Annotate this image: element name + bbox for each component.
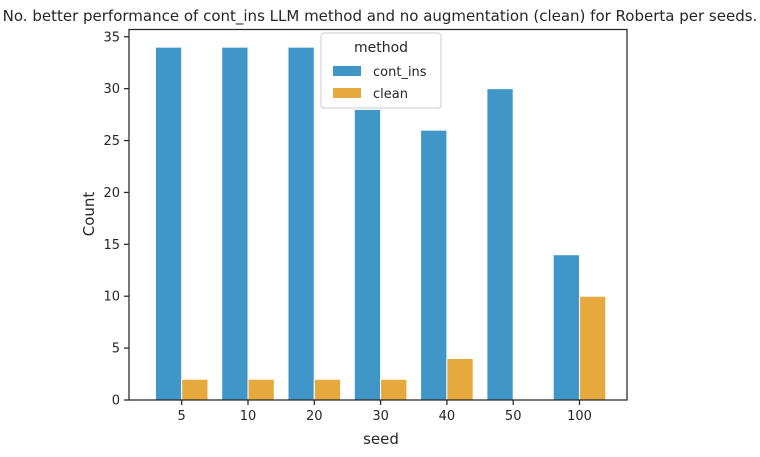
legend-title: method	[354, 40, 408, 56]
y-tick-label: 10	[103, 290, 120, 305]
bar-cont-ins-seed-50	[486, 88, 514, 401]
bar-cont-ins-seed-5	[154, 46, 183, 401]
bar-cont-ins-seed-40	[420, 129, 448, 401]
x-tick-label: 30	[372, 409, 389, 424]
bars-group	[154, 46, 607, 401]
y-tick-label: 5	[112, 342, 120, 357]
x-axis-ticks: 5 10 20 30 40 50 100	[178, 400, 592, 424]
y-tick-label: 15	[103, 238, 120, 253]
plot-frame	[128, 28, 628, 401]
x-tick-label: 20	[306, 409, 323, 424]
x-tick-label: 5	[178, 409, 186, 424]
legend-swatch-clean	[333, 88, 361, 98]
bar-clean-seed-5	[181, 378, 209, 401]
x-tick-label: 10	[240, 409, 257, 424]
x-tick-label: 50	[505, 409, 522, 424]
bar-cont-ins-seed-20	[287, 46, 315, 401]
x-tick-label: 100	[567, 409, 592, 424]
x-tick-label: 40	[439, 409, 456, 424]
bar-cont-ins-seed-100	[552, 254, 581, 401]
legend-swatch-cont-ins	[333, 66, 361, 76]
x-axis-label: seed	[363, 430, 399, 448]
y-tick-label: 35	[103, 30, 120, 45]
y-tick-label: 20	[103, 186, 120, 201]
bar-clean-seed-10	[247, 378, 275, 401]
bar-clean-seed-100	[579, 295, 607, 401]
bar-clean-seed-30	[380, 378, 408, 401]
legend: method cont_ins clean	[320, 32, 442, 109]
chart-title: No. better performance of cont_ins LLM m…	[3, 7, 758, 26]
bar-clean-seed-20	[313, 378, 342, 401]
y-tick-label: 0	[112, 394, 120, 409]
y-axis-label: Count	[80, 192, 98, 237]
y-axis-ticks: 0 5 10 15 20 25 30 35	[103, 30, 129, 409]
bar-clean-seed-40	[446, 357, 474, 401]
y-tick-label: 30	[103, 82, 120, 97]
bar-cont-ins-seed-30	[353, 108, 382, 401]
legend-label-cont-ins: cont_ins	[373, 65, 427, 80]
y-tick-label: 25	[103, 134, 120, 149]
legend-label-clean: clean	[373, 87, 408, 102]
bar-cont-ins-seed-10	[221, 46, 249, 401]
